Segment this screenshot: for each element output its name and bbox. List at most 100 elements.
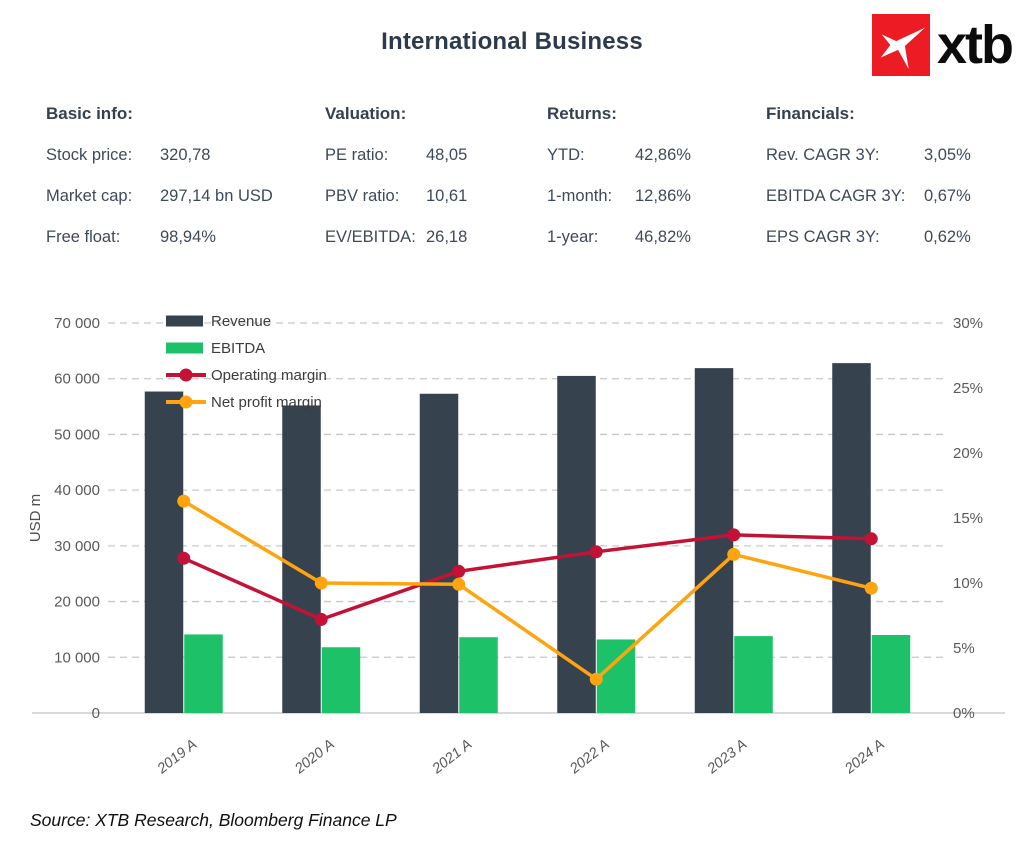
info-column-title: Financials:: [766, 104, 855, 123]
info-column-title: Basic info:: [46, 104, 133, 123]
operating-margin-line: [183, 533, 872, 622]
info-value: 297,14 bn USD: [160, 187, 273, 205]
ebitda-bar: [321, 647, 361, 713]
net-profit-margin-point: [589, 672, 603, 686]
legend-label-ebitda: EBITDA: [211, 340, 265, 357]
x-axis-tick-label: 2019 A: [154, 737, 200, 778]
ebitda-bar: [871, 635, 911, 713]
x-axis-tick-label: 2021 A: [429, 737, 475, 778]
net-profit-margin-point: [727, 547, 741, 561]
net-profit-margin-point: [177, 494, 191, 508]
y-axis-tick-label: 60 000: [54, 371, 100, 388]
info-row: Rev. CAGR 3Y: 3,05%: [766, 143, 971, 167]
info-value: 3,05%: [924, 146, 971, 164]
revenue-bar: [419, 393, 459, 713]
revenue-bar: [282, 405, 321, 713]
operating-margin-point: [177, 551, 191, 565]
xtb-logo-bird-icon: [880, 27, 926, 70]
info-label: 1-month:: [547, 187, 613, 205]
info-value: 12,86%: [635, 187, 691, 205]
legend-marker-net-profit-margin: [179, 395, 193, 409]
operating-margin-point: [864, 532, 878, 546]
info-label: EV/EBITDA:: [325, 228, 416, 246]
y-axis-tick-label: 70 000: [54, 315, 100, 332]
info-row: PBV ratio: 10,61: [325, 184, 467, 208]
info-value: 0,62%: [924, 228, 971, 246]
operating-margin-point: [314, 612, 328, 626]
info-value: 98,94%: [160, 228, 216, 246]
info-label: EBITDA CAGR 3Y:: [766, 187, 906, 205]
legend-label-operating-margin: Operating margin: [211, 367, 327, 384]
net-profit-margin-point: [864, 581, 878, 595]
info-label: EPS CAGR 3Y:: [766, 228, 880, 246]
info-row: Stock price: 320,78: [46, 143, 273, 167]
y2-axis-tick-label: 25%: [953, 380, 983, 397]
legend-marker-operating-margin: [179, 368, 193, 382]
info-value: 0,67%: [924, 187, 971, 205]
info-value: 48,05: [426, 146, 468, 164]
ebitda-bar: [184, 634, 223, 713]
info-row: PE ratio: 48,05: [325, 143, 467, 167]
y-axis-tick-label: 40 000: [54, 482, 100, 499]
x-axis-tick-label: 2020 A: [291, 737, 337, 778]
x-axis-tick-label: 2023 A: [704, 737, 750, 778]
page-title: International Business: [381, 28, 643, 55]
x-axis-tick-label: 2024 A: [841, 737, 887, 778]
info-column-returns: Returns: YTD: 42,86% 1-month: 12,86% 1-y…: [547, 104, 691, 266]
info-column-valuation: Valuation: PE ratio: 48,05 PBV ratio: 10…: [325, 104, 467, 266]
info-column-basic: Basic info: Stock price: 320,78 Market c…: [46, 104, 273, 266]
y-axis-tick-label: 10 000: [54, 649, 100, 666]
info-value: 26,18: [426, 228, 468, 246]
info-label: Stock price:: [46, 146, 133, 164]
xtb-logo: xtb: [872, 14, 1014, 76]
xtb-logo-text: xtb: [937, 15, 1014, 75]
net-profit-margin-point: [452, 577, 466, 591]
info-column-title: Returns:: [547, 104, 617, 123]
y-axis-tick-label: 0: [92, 705, 100, 722]
net-profit-margin-line: [182, 499, 872, 681]
info-row: YTD: 42,86%: [547, 143, 691, 167]
legend-swatch-revenue: [166, 315, 203, 327]
operating-margin-point: [727, 528, 741, 542]
y2-axis-tick-label: 20%: [953, 445, 983, 462]
info-row: 1-month: 12,86%: [547, 184, 691, 208]
info-value: 10,61: [426, 187, 468, 205]
legend-swatch-ebitda: [166, 342, 203, 354]
x-axis-tick-label: 2022 A: [566, 737, 612, 778]
revenue-bar: [144, 391, 184, 713]
info-label: YTD:: [547, 146, 585, 164]
y2-axis-tick-label: 15%: [953, 510, 983, 527]
info-column-financials: Financials: Rev. CAGR 3Y: 3,05% EBITDA C…: [766, 104, 971, 266]
y2-axis-tick-label: 10%: [953, 575, 983, 592]
y2-axis-tick-label: 30%: [953, 315, 983, 332]
net-profit-margin-point: [314, 576, 328, 590]
info-label: Free float:: [46, 228, 121, 246]
info-label: PBV ratio:: [325, 187, 400, 205]
info-column-title: Valuation:: [325, 104, 407, 123]
y2-axis-tick-label: 5%: [953, 640, 975, 657]
y2-axis-tick-label: 0%: [953, 705, 975, 722]
info-label: 1-year:: [547, 228, 599, 246]
info-row: 1-year: 46,82%: [547, 225, 691, 249]
revenue-bar: [557, 375, 596, 713]
ebitda-bar: [734, 636, 773, 713]
info-value: 46,82%: [635, 228, 691, 246]
legend-label-net-profit-margin: Net profit margin: [211, 394, 322, 411]
info-row: EV/EBITDA: 26,18: [325, 225, 467, 249]
y-axis-tick-label: 30 000: [54, 538, 100, 555]
y-axis-tick-label: 20 000: [54, 594, 100, 611]
y-axis-tick-label: 50 000: [54, 426, 100, 443]
info-row: EBITDA CAGR 3Y: 0,67%: [766, 184, 971, 208]
xtb-logo-box: [872, 14, 930, 76]
legend-label-revenue: Revenue: [211, 313, 271, 330]
operating-margin-point: [452, 564, 466, 578]
source-note: Source: XTB Research, Bloomberg Finance …: [30, 810, 397, 830]
info-label: Market cap:: [46, 187, 133, 205]
info-value: 42,86%: [635, 146, 691, 164]
info-label: PE ratio:: [325, 146, 389, 164]
info-value: 320,78: [160, 146, 211, 164]
info-row: EPS CAGR 3Y: 0,62%: [766, 225, 971, 249]
info-row: Free float: 98,94%: [46, 225, 273, 249]
